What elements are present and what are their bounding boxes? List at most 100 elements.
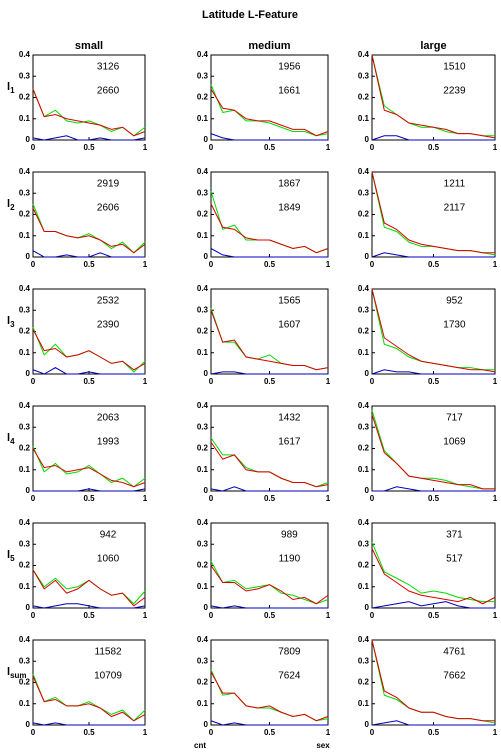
series-line xyxy=(210,605,328,609)
plot-frame xyxy=(32,405,146,492)
y-tick-label: 0.1 xyxy=(19,114,31,123)
y-tick-label: 0.3 xyxy=(197,656,209,665)
y-tick-label: 0.3 xyxy=(19,539,31,548)
annotation: 1956 xyxy=(278,62,301,73)
plot-frame xyxy=(371,288,496,375)
x-tick-label: 0 xyxy=(370,728,375,737)
x-tick-label: 0.5 xyxy=(264,377,276,386)
series-line xyxy=(371,171,495,254)
plot-frame xyxy=(32,639,146,726)
series-line xyxy=(32,673,146,722)
annotation: 1060 xyxy=(97,554,120,565)
series-line xyxy=(371,288,495,371)
annotation: 3126 xyxy=(97,62,120,73)
x-tick-label: 0.5 xyxy=(428,143,440,152)
series-line xyxy=(33,488,146,492)
x-tick-label: 0.5 xyxy=(83,260,95,269)
y-tick-label: 0 xyxy=(365,369,370,378)
y-tick-label: 0.1 xyxy=(358,465,370,474)
plot-frame xyxy=(32,288,146,375)
series-line xyxy=(372,486,495,492)
y-tick-label: 0.2 xyxy=(19,210,31,219)
annotation: 7624 xyxy=(278,671,301,682)
annotation: 2919 xyxy=(97,179,120,190)
y-tick-label: 0 xyxy=(365,603,370,612)
series-line xyxy=(371,541,495,603)
y-tick-label: 0.3 xyxy=(197,539,209,548)
y-tick-label: 0.4 xyxy=(197,167,209,176)
x-tick-label: 0.5 xyxy=(83,377,95,386)
series-line xyxy=(371,54,496,139)
annotation: 1993 xyxy=(97,437,120,448)
annotation: 1211 xyxy=(444,179,466,190)
y-tick-label: 0 xyxy=(365,486,370,495)
annotation: 517 xyxy=(446,554,463,565)
y-tick-label: 0.2 xyxy=(197,444,209,453)
series-line xyxy=(210,310,329,371)
y-tick-label: 0.4 xyxy=(197,284,209,293)
row-label-base: l xyxy=(7,198,10,210)
series-line xyxy=(32,329,146,371)
y-tick-label: 0.3 xyxy=(19,422,31,431)
series-line xyxy=(210,437,329,488)
y-tick-label: 0.4 xyxy=(19,401,31,410)
series-line xyxy=(371,369,495,375)
series-line xyxy=(32,88,146,137)
series-line xyxy=(32,448,146,488)
y-tick-label: 0.4 xyxy=(197,50,209,59)
y-tick-label: 0.3 xyxy=(19,656,31,665)
y-tick-label: 0 xyxy=(365,135,370,144)
y-tick-label: 0.3 xyxy=(358,305,370,314)
annotation: 952 xyxy=(446,296,463,307)
x-tick-label: 0 xyxy=(209,377,214,386)
series-line xyxy=(371,639,496,724)
annotation: 1565 xyxy=(278,296,301,307)
annotation: 1510 xyxy=(443,62,466,73)
x-tick-label: 0 xyxy=(209,143,214,152)
series-line xyxy=(371,720,495,726)
row-label-sub: sum xyxy=(10,671,26,680)
series-line xyxy=(371,601,495,609)
series-line xyxy=(371,414,495,490)
series-line xyxy=(210,565,329,605)
y-tick-label: 0.2 xyxy=(197,210,209,219)
series-line xyxy=(371,135,495,141)
y-tick-label: 0.2 xyxy=(358,678,370,687)
y-tick-label: 0 xyxy=(26,252,31,261)
row-label-base: l xyxy=(7,432,10,444)
x-tick-label: 0 xyxy=(31,143,36,152)
x-tick-label: 0.5 xyxy=(428,377,440,386)
plot-frame xyxy=(210,54,329,141)
series-line xyxy=(210,203,329,254)
row-label: l4 xyxy=(7,432,15,446)
y-tick-label: 0.4 xyxy=(197,518,209,527)
series-line xyxy=(32,569,146,607)
x-tick-label: 0.5 xyxy=(428,260,440,269)
x-tick-label: 1 xyxy=(143,611,148,620)
row-label: lsum xyxy=(7,666,27,680)
y-tick-label: 0.4 xyxy=(19,518,31,527)
x-tick-label: 0 xyxy=(209,260,214,269)
x-tick-label: 0.5 xyxy=(83,494,95,503)
row-label: l3 xyxy=(7,315,15,329)
plot-frame xyxy=(32,171,146,258)
series-line xyxy=(32,722,145,726)
y-tick-label: 0.2 xyxy=(19,93,31,102)
annotation: 1617 xyxy=(278,437,301,448)
series-line xyxy=(210,88,329,137)
y-tick-label: 0.3 xyxy=(19,305,31,314)
y-tick-label: 0.4 xyxy=(19,167,31,176)
y-tick-label: 0 xyxy=(365,252,370,261)
plot-frame xyxy=(371,171,496,258)
y-tick-label: 0.2 xyxy=(19,561,31,570)
y-tick-label: 0.2 xyxy=(197,561,209,570)
y-tick-label: 0.4 xyxy=(358,518,370,527)
x-tick-label: 1 xyxy=(493,728,498,737)
x-tick-label: 0 xyxy=(31,611,36,620)
x-tick-label: 1 xyxy=(143,260,148,269)
y-tick-label: 0.2 xyxy=(197,93,209,102)
y-tick-label: 0.1 xyxy=(197,465,209,474)
series-line xyxy=(210,248,328,258)
y-tick-label: 0 xyxy=(26,369,31,378)
annotation: 1867 xyxy=(278,179,301,190)
